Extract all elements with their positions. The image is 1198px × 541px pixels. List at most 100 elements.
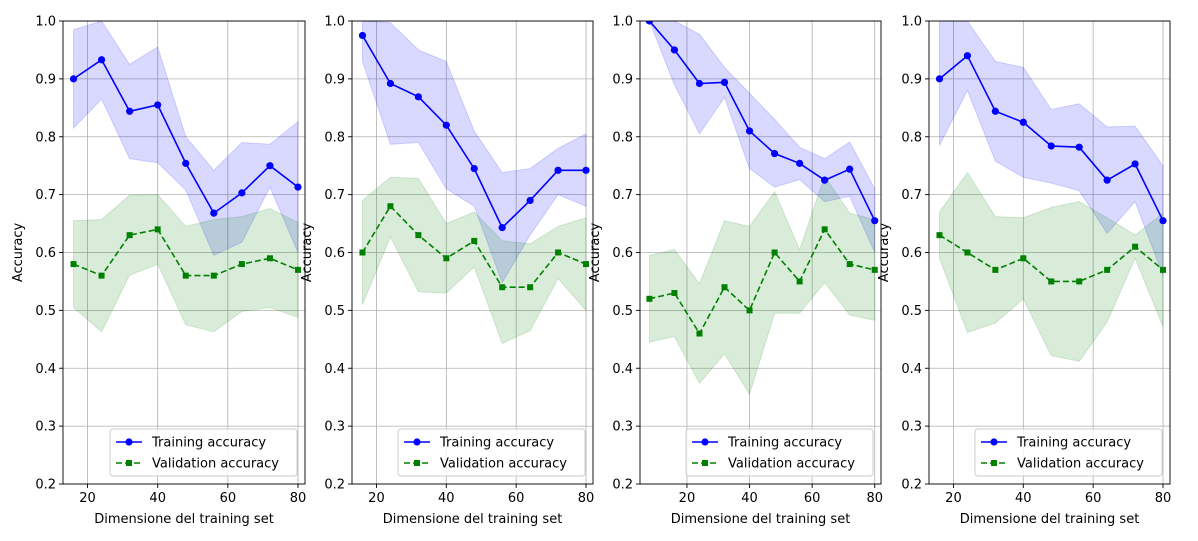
training-point <box>414 93 422 101</box>
y-axis-label: Accuracy <box>11 223 26 283</box>
validation-point <box>746 307 753 314</box>
legend: Training accuracy Validation accuracy <box>109 428 298 477</box>
legend-box <box>974 428 1163 477</box>
y-tick-label: 0.5 <box>324 304 345 319</box>
training-point <box>442 121 450 129</box>
training-point <box>554 166 562 174</box>
validation-point <box>387 203 394 210</box>
validation-point <box>359 249 366 256</box>
validation-point <box>992 266 999 273</box>
y-tick-label: 0.7 <box>324 188 345 203</box>
validation-point <box>1132 243 1139 250</box>
validation-std-band <box>73 194 299 333</box>
x-axis-label: Dimensione del training set <box>960 512 1140 527</box>
training-point <box>582 166 590 174</box>
validation-std-band <box>939 171 1164 362</box>
training-point <box>821 176 829 184</box>
validation-point <box>555 249 562 256</box>
y-tick-label: 1.0 <box>324 15 345 30</box>
y-tick-label: 0.6 <box>324 246 345 261</box>
validation-point <box>294 266 301 273</box>
training-point <box>1047 142 1055 150</box>
y-tick-label: 0.2 <box>35 478 56 493</box>
validation-point <box>266 255 273 262</box>
validation-point <box>527 284 534 291</box>
plot-area <box>358 21 590 345</box>
legend-box <box>685 428 874 477</box>
training-point <box>126 107 134 115</box>
legend: Training accuracy Validation accuracy <box>974 428 1163 477</box>
training-point <box>1103 176 1111 184</box>
validation-point <box>646 295 653 302</box>
y-axis-label: Accuracy <box>300 223 315 283</box>
training-point <box>871 217 879 225</box>
y-tick-label: 0.9 <box>901 72 922 87</box>
training-point <box>745 127 754 135</box>
legend-label: Training accuracy <box>151 436 266 451</box>
y-tick-label: 0.4 <box>612 362 633 377</box>
validation-point <box>1160 266 1167 273</box>
validation-point <box>583 261 590 268</box>
y-tick-label: 0.2 <box>324 478 345 493</box>
training-point <box>720 78 729 86</box>
validation-point <box>1048 278 1055 285</box>
plot-area <box>935 21 1167 362</box>
training-point <box>154 101 162 109</box>
training-std-band <box>73 21 299 257</box>
y-tick-label: 0.2 <box>612 478 633 493</box>
training-point <box>470 164 478 173</box>
y-tick-label: 0.6 <box>901 246 922 261</box>
legend-label: Validation accuracy <box>1017 457 1144 472</box>
validation-point <box>98 272 105 279</box>
y-tick-label: 0.3 <box>612 420 633 435</box>
training-std-band <box>362 21 587 284</box>
y-tick-label: 0.4 <box>324 362 345 377</box>
x-tick-label: 60 <box>804 491 821 506</box>
x-tick-label: 20 <box>679 491 696 506</box>
training-point <box>670 46 679 54</box>
y-tick-label: 0.7 <box>901 188 922 203</box>
training-point <box>526 196 534 205</box>
training-point <box>182 159 190 167</box>
training-point <box>1131 160 1139 168</box>
x-tick-label: 80 <box>578 491 595 506</box>
y-tick-label: 0.4 <box>35 362 56 377</box>
x-tick-label: 40 <box>1015 491 1032 506</box>
y-tick-label: 0.5 <box>35 304 56 319</box>
training-point <box>645 21 653 25</box>
y-axis-label: Accuracy <box>588 223 603 283</box>
training-point <box>796 159 804 167</box>
y-tick-label: 0.9 <box>324 72 345 87</box>
legend-swatch-marker <box>702 460 708 466</box>
x-tick-label: 60 <box>220 491 237 506</box>
legend: Training accuracy Validation accuracy <box>685 428 874 477</box>
x-tick-label: 20 <box>368 491 385 506</box>
validation-point <box>126 232 133 239</box>
validation-line <box>649 227 875 336</box>
legend-swatch-marker <box>126 460 132 466</box>
training-point <box>498 224 506 232</box>
y-tick-label: 0.8 <box>901 130 922 145</box>
legend-swatch-marker <box>701 438 709 446</box>
legend: Training accuracy Validation accuracy <box>397 428 586 477</box>
plot-area <box>69 21 302 333</box>
y-tick-label: 1.0 <box>612 15 633 30</box>
validation-point <box>1020 255 1027 262</box>
chart-panel-3: 0.2 0.3 0.4 0.5 0.6 0.7 0.8 0.9 1.0 20 40 60 80 Dimen… <box>588 15 883 528</box>
x-axis-label: Dimensione del training set <box>383 512 563 527</box>
validation-point <box>443 255 450 262</box>
chart-panel-1: 0.2 0.3 0.4 0.5 0.6 0.7 0.8 0.9 1.0 20 40 60 80 Dimen… <box>11 15 306 528</box>
y-tick-label: 0.6 <box>35 246 56 261</box>
y-tick-label: 0.9 <box>35 72 56 87</box>
validation-point <box>499 284 506 291</box>
training-point <box>770 149 779 158</box>
validation-point <box>471 237 478 244</box>
y-tick-label: 1.0 <box>901 15 922 30</box>
legend-swatch-marker <box>990 438 998 446</box>
validation-std-band <box>648 174 876 396</box>
legend-label: Validation accuracy <box>440 457 567 472</box>
y-tick-label: 0.9 <box>612 72 633 87</box>
training-point <box>294 183 302 191</box>
training-point <box>1075 143 1083 151</box>
validation-point <box>210 272 217 279</box>
